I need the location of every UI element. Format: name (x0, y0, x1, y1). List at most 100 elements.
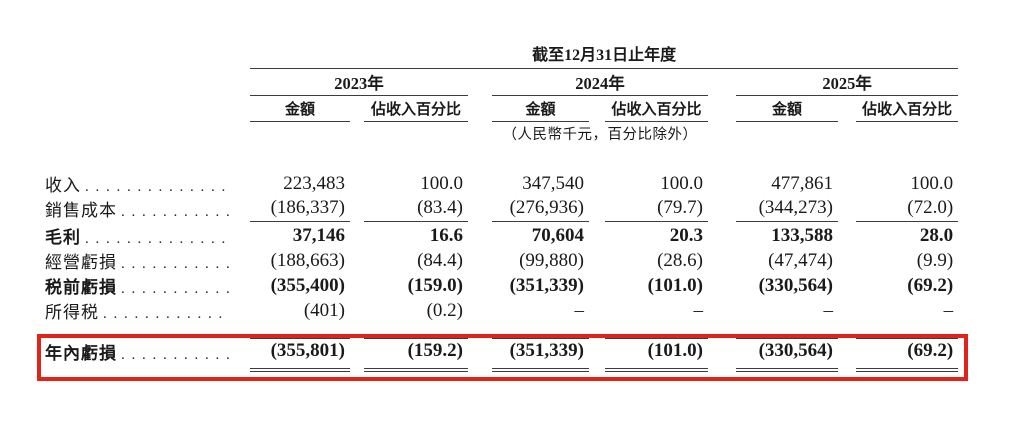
blank-cell (468, 68, 492, 95)
blank-cell (838, 338, 856, 364)
blank-cell (838, 323, 856, 338)
blank-cell (45, 95, 250, 121)
table-row-loss-before-tax: 税前虧損 (355,400) (159.0) (351,339) (101.0)… (45, 273, 958, 298)
table-cell: (344,273) (736, 196, 838, 222)
income-statement-table: 截至12月31日止年度 2023年 2024年 2025年 金額 佔收入百分比 … (45, 38, 959, 373)
blank-cell (45, 145, 958, 171)
double-rule-segment (492, 364, 589, 373)
double-rule-segment (364, 364, 468, 373)
blank-cell (350, 338, 364, 364)
table-cell: (72.0) (856, 196, 959, 222)
blank-cell (468, 248, 492, 273)
blank-cell (350, 248, 364, 273)
blank-cell (589, 171, 605, 196)
table-cell: – (574, 299, 585, 321)
col-header-percent-2025: 佔收入百分比 (856, 95, 959, 122)
table-cell: 37,146 (292, 224, 345, 246)
rule-segment (364, 323, 468, 339)
blank-cell (45, 121, 250, 145)
rule-segment (736, 323, 838, 339)
row-label: 税前虧損 (45, 273, 250, 298)
table-cell: – (693, 299, 704, 321)
blank-cell (838, 171, 856, 196)
blank-cell (350, 323, 364, 338)
table-row-operating-loss: 經營虧損 (188,663) (84.4) (99,880) (28.6) (4… (45, 248, 958, 273)
table-cell: (99,880) (519, 249, 584, 271)
rule-above-total (45, 323, 959, 339)
blank-cell (838, 248, 856, 273)
blank-cell (708, 121, 736, 145)
blank-cell (589, 196, 605, 221)
blank-cell (708, 364, 736, 373)
table-cell: (330,564) (758, 340, 833, 362)
rule-segment (605, 323, 708, 339)
blank-cell (468, 273, 492, 298)
blank-cell (45, 364, 250, 373)
double-rule-segment (856, 364, 959, 373)
double-rule-below-total (45, 364, 959, 373)
blank-cell (838, 196, 856, 221)
table-cell: (330,564) (758, 274, 833, 296)
table-cell: (47,474) (768, 249, 833, 271)
year-header-2024: 2024年 (492, 68, 708, 96)
rule-segment (492, 323, 589, 339)
col-header-amount-2025: 金額 (736, 95, 838, 122)
blank-cell (45, 323, 250, 338)
unit-note: （人民幣千元，百分比除外） (502, 126, 698, 143)
row-label: 毛利 (45, 221, 250, 248)
table-cell: (351,339) (509, 340, 584, 362)
blank-cell (589, 298, 605, 323)
blank-cell (708, 221, 736, 248)
dot-leader (85, 228, 230, 248)
double-rule-segment (605, 364, 708, 373)
dot-leader (103, 303, 230, 323)
table-row-gross-profit: 毛利 37,146 16.6 70,604 20.3 133,588 28.0 (45, 221, 958, 248)
blank-cell (250, 121, 468, 145)
blank-cell (838, 364, 856, 373)
table-cell: (351,339) (509, 274, 584, 296)
double-rule-segment (736, 364, 838, 373)
blank-cell (468, 323, 492, 338)
table-cell: (186,337) (250, 196, 350, 222)
table-cell: 28.0 (919, 224, 954, 246)
blank-cell (468, 121, 492, 145)
blank-cell (708, 68, 736, 95)
blank-cell (708, 298, 736, 323)
blank-cell (468, 338, 492, 364)
table-cell: – (943, 299, 954, 321)
table-cell: 16.6 (429, 224, 463, 246)
double-rule-segment (250, 364, 350, 373)
table-cell: (9.9) (916, 249, 954, 271)
dot-leader (121, 278, 230, 298)
blank-cell (589, 221, 605, 248)
blank-cell (589, 364, 605, 373)
blank-cell (708, 323, 736, 338)
col-header-percent-2024: 佔收入百分比 (605, 95, 708, 122)
blank-cell (838, 95, 856, 121)
table-cell: (401) (303, 299, 345, 321)
table-cell: (83.4) (364, 196, 468, 222)
blank-cell (350, 95, 364, 121)
period-header: 截至12月31日止年度 (250, 38, 959, 69)
table-cell: 20.3 (669, 224, 703, 246)
dot-leader (121, 344, 230, 364)
blank-cell (350, 196, 364, 221)
table-cell: 70,604 (531, 224, 584, 246)
blank-cell (45, 68, 250, 95)
table-row-revenue: 收入 223,483 100.0 347,540 100.0 477,861 1… (45, 171, 958, 196)
blank-cell (350, 298, 364, 323)
table-cell: (69.2) (907, 340, 954, 362)
table-cell: 347,540 (522, 172, 584, 194)
blank-cell (350, 171, 364, 196)
blank-cell (708, 338, 736, 364)
blank-cell (468, 364, 492, 373)
table-cell: (276,936) (492, 196, 589, 222)
table-cell: 477,861 (771, 172, 833, 194)
row-label: 所得税 (45, 298, 250, 323)
row-label: 年內虧損 (45, 338, 250, 364)
rule-segment (250, 323, 350, 339)
blank-cell (350, 273, 364, 298)
dot-leader (121, 253, 230, 273)
blank-cell (589, 95, 605, 121)
table-cell: (101.0) (647, 340, 703, 362)
